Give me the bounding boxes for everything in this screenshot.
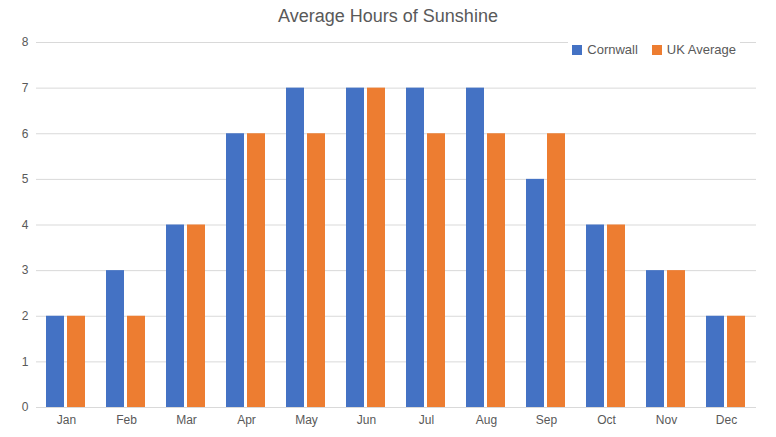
svg-text:Feb: Feb	[116, 413, 137, 427]
html-text:Average Hours of Sunshine: Average Hours of Sunshine	[278, 6, 498, 26]
svg-text:Aug: Aug	[476, 413, 497, 427]
svg-text:1: 1	[22, 355, 29, 369]
svg-text:8: 8	[22, 35, 29, 49]
html-text:UK Average: UK Average	[666, 42, 736, 57]
svg-text:May: May	[295, 413, 318, 427]
svg-text:4: 4	[22, 218, 29, 232]
svg-text:Dec: Dec	[716, 413, 737, 427]
svg-text:Nov: Nov	[656, 413, 677, 427]
svg-text:7: 7	[22, 81, 29, 95]
svg-text:Apr: Apr	[237, 413, 256, 427]
svg-text:Mar: Mar	[176, 413, 197, 427]
svg-text:6: 6	[22, 127, 29, 141]
svg-text:3: 3	[22, 263, 29, 277]
svg-text:Jan: Jan	[57, 413, 76, 427]
svg-text:5: 5	[22, 172, 29, 186]
svg-text:Jul: Jul	[419, 413, 434, 427]
svg-text:0: 0	[22, 400, 29, 414]
html-text:Cornwall: Cornwall	[587, 42, 638, 57]
svg-text:Sep: Sep	[536, 413, 558, 427]
svg-text:Oct: Oct	[597, 413, 616, 427]
svg-text:2: 2	[22, 309, 29, 323]
svg-text:Jun: Jun	[357, 413, 376, 427]
